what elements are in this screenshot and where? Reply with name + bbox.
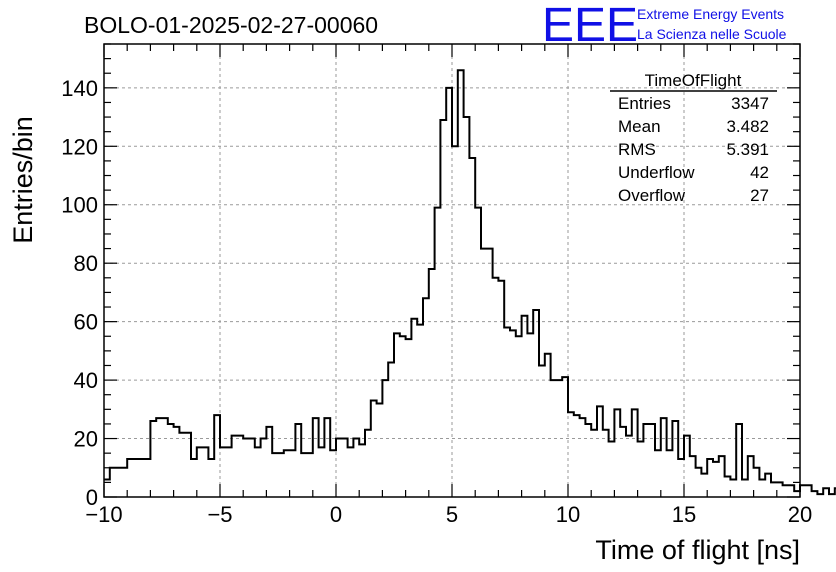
stats-box: TimeOfFlight Entries 3347 Mean 3.482 RMS 5.39… (610, 71, 777, 205)
y-tick-label: 80 (74, 251, 98, 276)
y-tick-label: 60 (74, 310, 98, 335)
stats-rows: Entries 3347 Mean 3.482 RMS 5.391 Underflow 42 O… (618, 94, 769, 205)
stats-value: 3347 (731, 94, 769, 113)
y-tick-label: 20 (74, 427, 98, 452)
stats-label: RMS (618, 140, 656, 159)
histogram-line (104, 69, 836, 496)
x-tick-labels: −10 −5 0 5 10 15 20 (85, 502, 812, 527)
stats-label: Underflow (618, 163, 695, 182)
stats-label: Mean (618, 117, 661, 136)
chart-title: BOLO-01-2025-02-27-00060 (84, 12, 378, 38)
eee-logo: EEE Extreme Energy Events La Scienza nel… (542, 0, 787, 52)
x-tick-label: −5 (207, 502, 232, 527)
logo-line-2: La Scienza nelle Scuole (637, 26, 787, 42)
x-tick-label: 15 (672, 502, 696, 527)
stats-value: 42 (750, 163, 769, 182)
stats-value: 3.482 (726, 117, 769, 136)
y-axis-label: Entries/bin (8, 116, 38, 244)
y-tick-labels: 0 20 40 60 80 100 120 140 (61, 76, 98, 510)
x-tick-label: 0 (330, 502, 342, 527)
y-tick-label: 0 (86, 485, 98, 510)
y-tick-label: 120 (61, 134, 98, 159)
x-tick-label: 20 (788, 502, 812, 527)
y-tick-label: 40 (74, 368, 98, 393)
x-tick-label: −10 (85, 502, 122, 527)
y-tick-label: 100 (61, 193, 98, 218)
stats-value: 27 (750, 186, 769, 205)
y-tick-label: 140 (61, 76, 98, 101)
axis-ticks (103, 43, 801, 498)
x-axis-label: Time of flight [ns] (595, 535, 800, 565)
stats-label: Overflow (618, 186, 686, 205)
x-tick-label: 10 (556, 502, 580, 527)
stats-title: TimeOfFlight (645, 71, 742, 90)
stats-label: Entries (618, 94, 671, 113)
x-tick-label: 5 (446, 502, 458, 527)
logo-line-1: Extreme Energy Events (637, 6, 784, 22)
stats-value: 5.391 (726, 140, 769, 159)
